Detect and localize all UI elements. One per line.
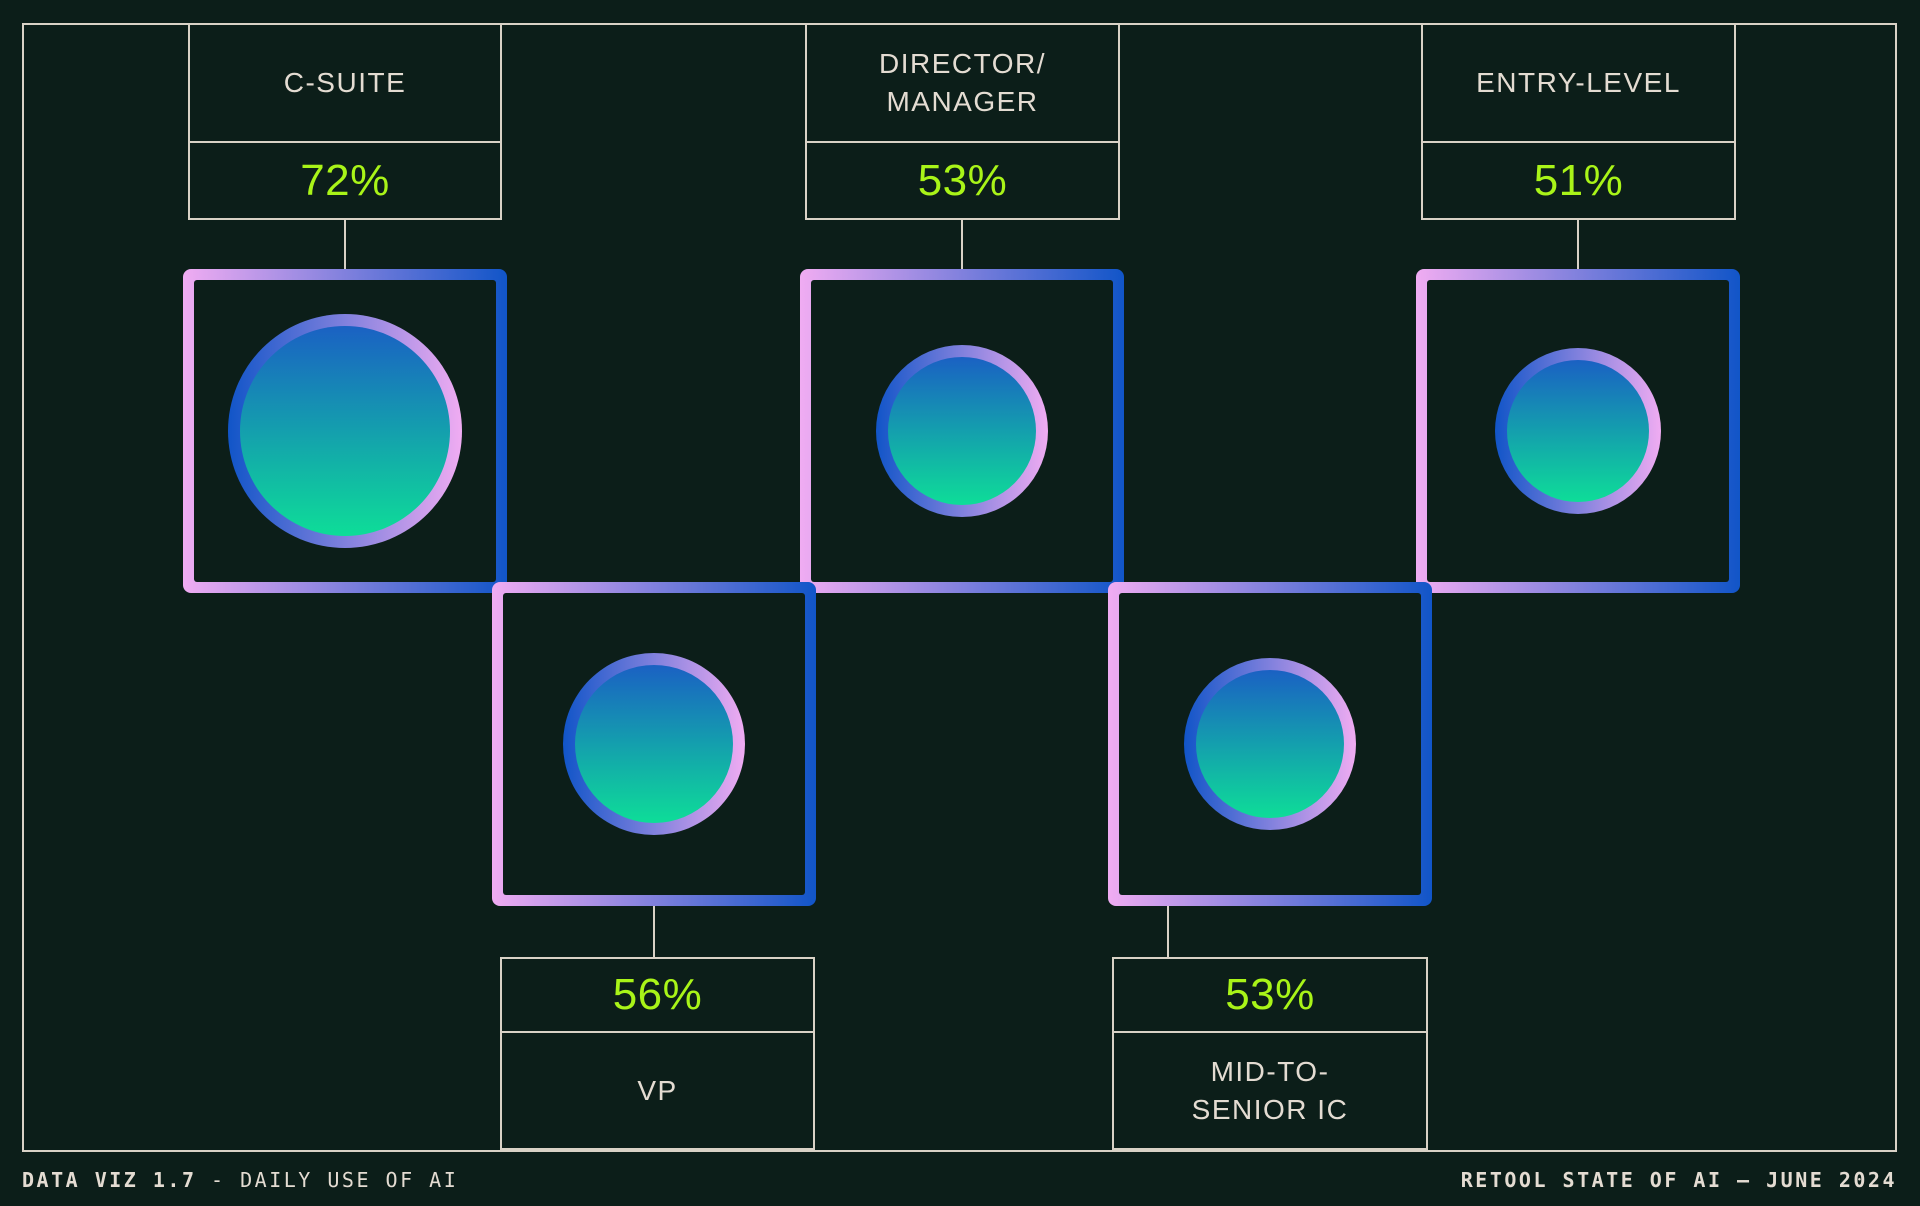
node-square-director-manager bbox=[800, 269, 1124, 593]
label-box-c-suite: C-SUITE 72% bbox=[188, 23, 502, 220]
connector-vp bbox=[653, 904, 655, 958]
role-label-vp: VP bbox=[637, 1074, 678, 1106]
node-square-entry-level bbox=[1416, 269, 1740, 593]
role-label-c-suite: C-SUITE bbox=[190, 25, 500, 143]
value-label-entry-level: 51% bbox=[1533, 155, 1624, 205]
bubble-fill-entry-level bbox=[1507, 360, 1649, 502]
footer-source: RETOOL STATE OF AI — JUNE 2024 bbox=[1460, 1168, 1897, 1192]
value-label-vp: 56% bbox=[502, 959, 813, 1033]
role-label-mid-to-senior-ic: MID-TO- SENIOR IC bbox=[1191, 1055, 1349, 1125]
bubble-fill-c-suite bbox=[240, 326, 450, 536]
connector-mid-to-senior-ic bbox=[1167, 904, 1169, 958]
value-label-director-manager: 53% bbox=[917, 155, 1008, 205]
node-square-vp bbox=[492, 582, 816, 906]
bubble-mid-to-senior-ic bbox=[1184, 658, 1356, 830]
value-label-c-suite: 72% bbox=[300, 155, 390, 205]
footer-title-version: DATA VIZ 1.7 bbox=[22, 1168, 197, 1192]
bubble-c-suite bbox=[228, 314, 462, 548]
bubble-fill-mid-to-senior-ic bbox=[1196, 670, 1344, 818]
footer-title-subject: - DAILY USE OF AI bbox=[196, 1168, 459, 1192]
node-square-mid-to-senior-ic bbox=[1108, 582, 1432, 906]
bubble-vp bbox=[563, 653, 745, 835]
connector-director-manager bbox=[961, 218, 963, 271]
bubble-fill-vp bbox=[575, 665, 733, 823]
label-box-entry-level: ENTRY-LEVEL 51% bbox=[1421, 23, 1736, 220]
label-box-director-manager: DIRECTOR/ MANAGER 53% bbox=[805, 23, 1120, 220]
footer-title: DATA VIZ 1.7 - DAILY USE OF AI bbox=[22, 1168, 458, 1192]
role-label-entry-level: ENTRY-LEVEL bbox=[1423, 25, 1734, 143]
connector-c-suite bbox=[344, 218, 346, 271]
label-box-mid-to-senior-ic: 53% MID-TO- SENIOR IC bbox=[1112, 957, 1428, 1150]
value-label-mid-to-senior-ic: 53% bbox=[1114, 959, 1426, 1033]
bubble-director-manager bbox=[876, 345, 1048, 517]
connector-entry-level bbox=[1577, 218, 1579, 271]
bubble-fill-director-manager bbox=[888, 357, 1036, 505]
bubble-entry-level bbox=[1495, 348, 1661, 514]
role-label-director-manager: DIRECTOR/ MANAGER bbox=[807, 25, 1118, 143]
node-square-c-suite bbox=[183, 269, 507, 593]
label-box-vp: 56% VP bbox=[500, 957, 815, 1150]
